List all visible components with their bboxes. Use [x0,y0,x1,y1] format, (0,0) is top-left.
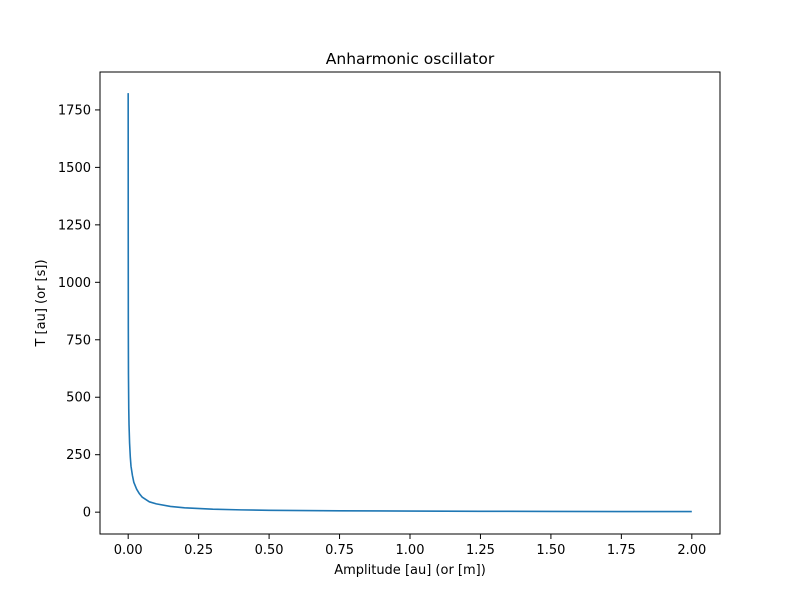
x-tick-label: 1.00 [396,543,425,558]
y-tick-label: 1250 [58,218,91,233]
x-tick-label: 2.00 [677,543,706,558]
y-tick-label: 1000 [58,276,91,291]
x-tick-label: 1.75 [607,543,636,558]
y-axis-ticks: 0 250 500 750 1000 1250 1500 1750 [58,103,100,521]
y-tick-label: 1500 [58,161,91,176]
x-axis-label: Amplitude [au] (or [m]) [334,563,486,578]
axes-background [100,72,720,534]
x-tick-label: 0.00 [114,543,143,558]
x-tick-label: 0.75 [325,543,354,558]
y-tick-label: 750 [66,333,91,348]
x-axis-ticks: 0.00 0.25 0.50 0.75 1.00 1.25 1.50 1.75 2.00 [114,534,706,558]
series-layer [127,93,692,513]
x-tick-label: 1.25 [466,543,495,558]
y-tick-label: 1750 [58,103,91,118]
series-line-0 [127,93,692,513]
chart-title: Anharmonic oscillator [326,50,495,68]
y-tick-label: 250 [66,448,91,463]
x-tick-label: 0.50 [255,543,284,558]
y-tick-label: 500 [66,391,91,406]
y-axis-label: T [au] (or [s]) [34,259,49,347]
plot-area [99,71,721,535]
x-tick-label: 0.25 [184,543,213,558]
x-tick-label: 1.50 [536,543,565,558]
y-tick-label: 0 [83,506,91,521]
